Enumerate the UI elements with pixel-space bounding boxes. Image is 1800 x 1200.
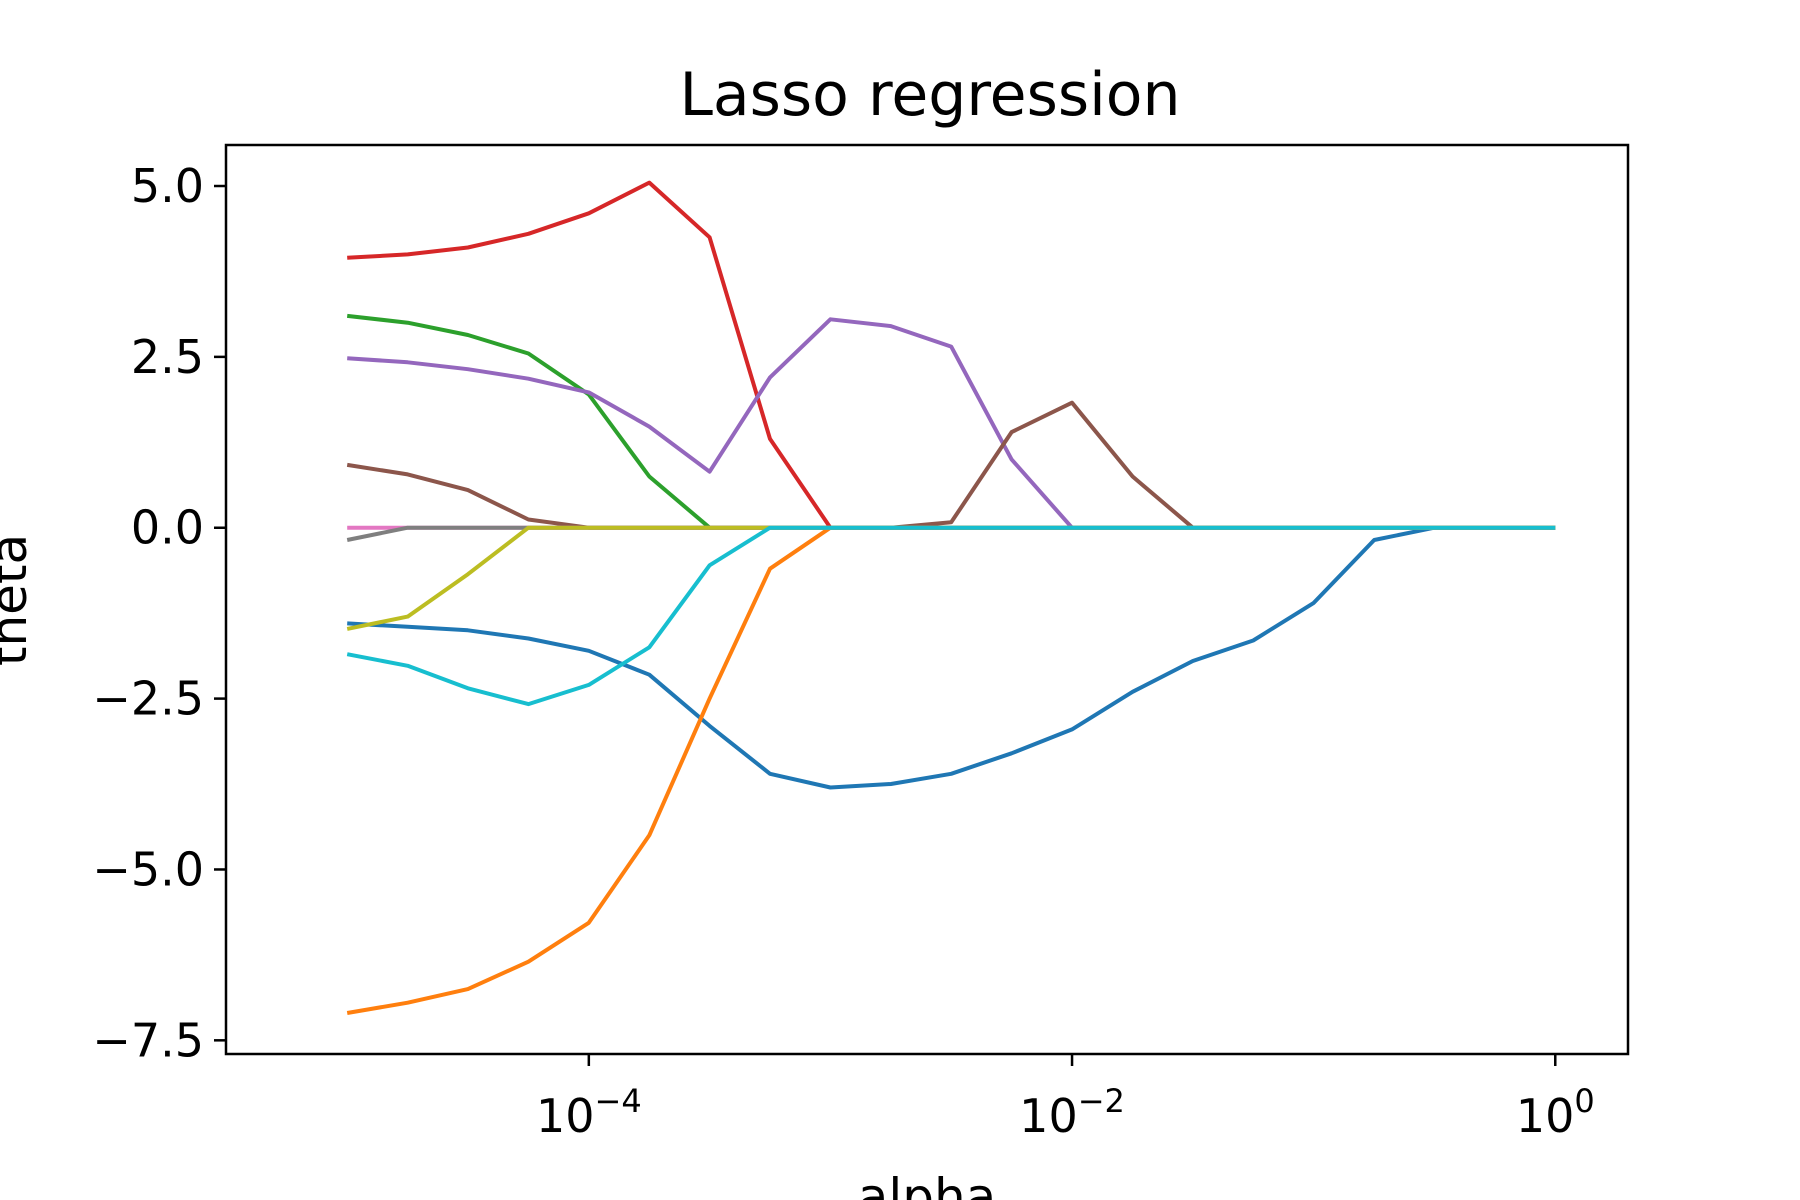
y-tick-label-1: 5.0 <box>131 159 204 213</box>
series-line-1 <box>347 525 1556 790</box>
x-axis-label: alpha <box>858 1168 997 1200</box>
plot-frame <box>224 143 1630 1056</box>
x-tick-label-3: 100 <box>1516 1082 1595 1143</box>
series-line-10 <box>346 525 1556 707</box>
y-tick-label-5: −5.0 <box>92 842 204 896</box>
plot-area <box>226 145 1628 1054</box>
chart-title: Lasso regression <box>679 60 1180 130</box>
x-axis-ticks: 10−4 10−2 100 <box>536 1054 1595 1143</box>
y-tick-label-6: −7.5 <box>92 1013 204 1067</box>
y-tick-label-2: 2.5 <box>131 330 204 384</box>
series-layer <box>346 180 1556 1015</box>
y-tick-label-4: −2.5 <box>92 672 204 726</box>
y-tick-label-3: 0.0 <box>131 501 204 555</box>
y-axis-label: theta <box>0 534 38 666</box>
x-tick-label-1: 10−4 <box>536 1082 642 1143</box>
y-axis-ticks: 5.0 2.5 0.0 −2.5 −5.0 −7.5 <box>92 159 226 1067</box>
x-tick-label-2: 10−2 <box>1019 1082 1125 1143</box>
